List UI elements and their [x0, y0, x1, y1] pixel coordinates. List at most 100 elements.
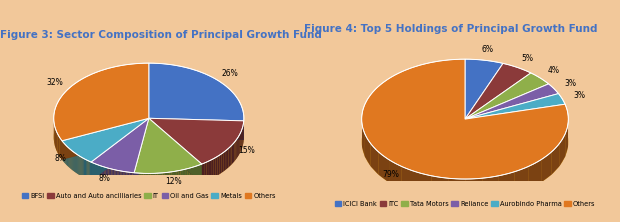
Polygon shape [370, 143, 379, 175]
Legend: BFSI, Auto and Auto ancilliaries, IT, Oil and Gas, Metals, Others: BFSI, Auto and Auto ancilliaries, IT, Oi… [19, 190, 278, 201]
Text: 6%: 6% [482, 45, 494, 54]
Polygon shape [136, 173, 139, 192]
Text: 79%: 79% [382, 170, 399, 180]
Polygon shape [216, 156, 218, 176]
Polygon shape [206, 161, 209, 181]
Polygon shape [92, 163, 94, 182]
Polygon shape [221, 153, 223, 173]
Polygon shape [565, 124, 568, 156]
Polygon shape [465, 59, 503, 119]
Polygon shape [149, 63, 244, 121]
Polygon shape [105, 167, 107, 187]
Polygon shape [541, 152, 552, 182]
Polygon shape [62, 118, 149, 162]
Polygon shape [180, 170, 183, 189]
Polygon shape [56, 130, 58, 153]
Polygon shape [230, 145, 232, 166]
Polygon shape [97, 165, 99, 184]
Polygon shape [227, 148, 229, 169]
Polygon shape [91, 162, 92, 182]
Polygon shape [179, 170, 180, 190]
Polygon shape [134, 118, 202, 173]
Polygon shape [134, 118, 149, 192]
Polygon shape [465, 73, 549, 119]
Text: 15%: 15% [238, 146, 255, 155]
Polygon shape [73, 152, 74, 171]
Text: 4%: 4% [548, 66, 560, 75]
Polygon shape [416, 172, 432, 198]
Polygon shape [157, 173, 160, 192]
Polygon shape [134, 118, 149, 192]
Polygon shape [361, 59, 569, 179]
Polygon shape [82, 158, 84, 178]
Polygon shape [85, 159, 86, 179]
Polygon shape [362, 124, 365, 157]
Polygon shape [172, 171, 174, 191]
Polygon shape [114, 170, 116, 189]
Polygon shape [55, 127, 56, 149]
Polygon shape [91, 118, 149, 173]
Polygon shape [236, 139, 237, 160]
Polygon shape [64, 144, 66, 164]
Polygon shape [89, 161, 90, 180]
Polygon shape [62, 118, 149, 160]
Text: 5%: 5% [521, 54, 533, 63]
Polygon shape [112, 169, 113, 188]
Polygon shape [63, 143, 64, 162]
Polygon shape [465, 84, 559, 119]
Polygon shape [90, 162, 91, 181]
Polygon shape [116, 170, 117, 189]
Polygon shape [103, 166, 104, 186]
Polygon shape [84, 159, 85, 178]
Polygon shape [113, 169, 114, 189]
Text: 26%: 26% [221, 69, 238, 78]
Polygon shape [102, 166, 103, 186]
Ellipse shape [54, 82, 244, 192]
Polygon shape [149, 118, 244, 164]
Polygon shape [209, 160, 211, 180]
Polygon shape [86, 160, 87, 179]
Polygon shape [134, 173, 136, 192]
Polygon shape [498, 172, 515, 198]
Polygon shape [202, 163, 204, 183]
Text: 32%: 32% [46, 78, 63, 87]
Polygon shape [91, 118, 149, 181]
Polygon shape [389, 160, 402, 189]
Polygon shape [229, 147, 230, 167]
Polygon shape [119, 170, 120, 190]
Polygon shape [196, 166, 198, 185]
Polygon shape [149, 118, 202, 183]
Polygon shape [482, 176, 498, 201]
Polygon shape [133, 173, 134, 192]
Polygon shape [233, 142, 234, 163]
Polygon shape [54, 63, 149, 141]
Polygon shape [122, 171, 123, 190]
Polygon shape [91, 118, 149, 181]
Polygon shape [146, 173, 148, 192]
Polygon shape [74, 153, 75, 172]
Polygon shape [432, 176, 448, 201]
Polygon shape [149, 118, 244, 140]
Polygon shape [515, 166, 529, 194]
Polygon shape [58, 134, 60, 156]
Polygon shape [104, 167, 105, 186]
Polygon shape [234, 141, 236, 161]
Text: 3%: 3% [564, 79, 576, 88]
Polygon shape [78, 155, 79, 175]
Polygon shape [193, 166, 196, 186]
Polygon shape [240, 133, 241, 153]
Polygon shape [200, 164, 202, 184]
Polygon shape [130, 172, 131, 191]
Polygon shape [160, 173, 162, 192]
Polygon shape [71, 150, 73, 170]
Polygon shape [69, 149, 71, 168]
Polygon shape [552, 143, 560, 174]
Polygon shape [110, 169, 112, 188]
Polygon shape [139, 173, 141, 192]
Text: Figure 4: Top 5 Holdings of Principal Growth Fund: Figure 4: Top 5 Holdings of Principal Gr… [304, 24, 597, 34]
Polygon shape [143, 173, 146, 192]
Polygon shape [204, 162, 206, 182]
Polygon shape [95, 164, 96, 183]
Polygon shape [448, 178, 465, 202]
Polygon shape [60, 137, 62, 160]
